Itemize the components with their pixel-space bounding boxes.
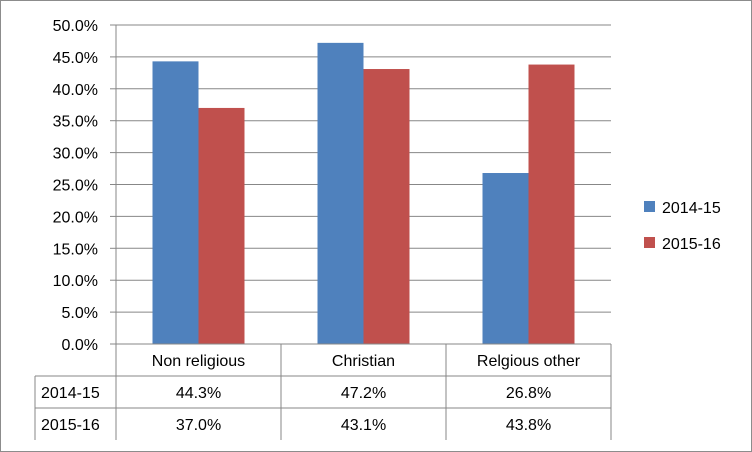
bar-2015-16-relgious-other	[528, 64, 575, 344]
bar-2015-16-christian	[363, 69, 410, 344]
category-label: Non religious	[152, 353, 245, 370]
y-tick-label: 20.0%	[53, 209, 98, 226]
category-label: Relgious other	[477, 353, 581, 370]
y-tick-label: 0.0%	[62, 337, 98, 354]
y-tick-label: 50.0%	[53, 18, 98, 35]
table-cell: 26.8%	[506, 385, 551, 402]
y-tick-label: 30.0%	[53, 146, 98, 163]
table-row-label: 2015-16	[41, 417, 100, 434]
legend-swatch	[644, 237, 655, 248]
bar-2015-16-non-religious	[198, 107, 245, 344]
bar-2014-15-christian	[317, 42, 364, 344]
table-cell: 37.0%	[176, 417, 221, 434]
y-tick-label: 25.0%	[53, 178, 98, 195]
y-tick-label: 15.0%	[53, 241, 98, 258]
legend-label: 2015-16	[662, 236, 721, 253]
bar-2014-15-relgious-other	[482, 173, 529, 344]
legend-swatch	[644, 201, 655, 212]
y-tick-label: 45.0%	[53, 50, 98, 67]
category-label: Christian	[332, 353, 395, 370]
table-cell: 47.2%	[341, 385, 386, 402]
legend-label: 2014-15	[662, 200, 721, 217]
table-row-label: 2014-15	[41, 385, 100, 402]
y-tick-label: 10.0%	[53, 273, 98, 290]
table-cell: 43.1%	[341, 417, 386, 434]
bar-2014-15-non-religious	[152, 61, 199, 345]
table-cell: 43.8%	[506, 417, 551, 434]
y-tick-label: 5.0%	[62, 305, 98, 322]
y-tick-label: 35.0%	[53, 114, 98, 131]
table-cell: 44.3%	[176, 385, 221, 402]
y-tick-label: 40.0%	[53, 82, 98, 99]
